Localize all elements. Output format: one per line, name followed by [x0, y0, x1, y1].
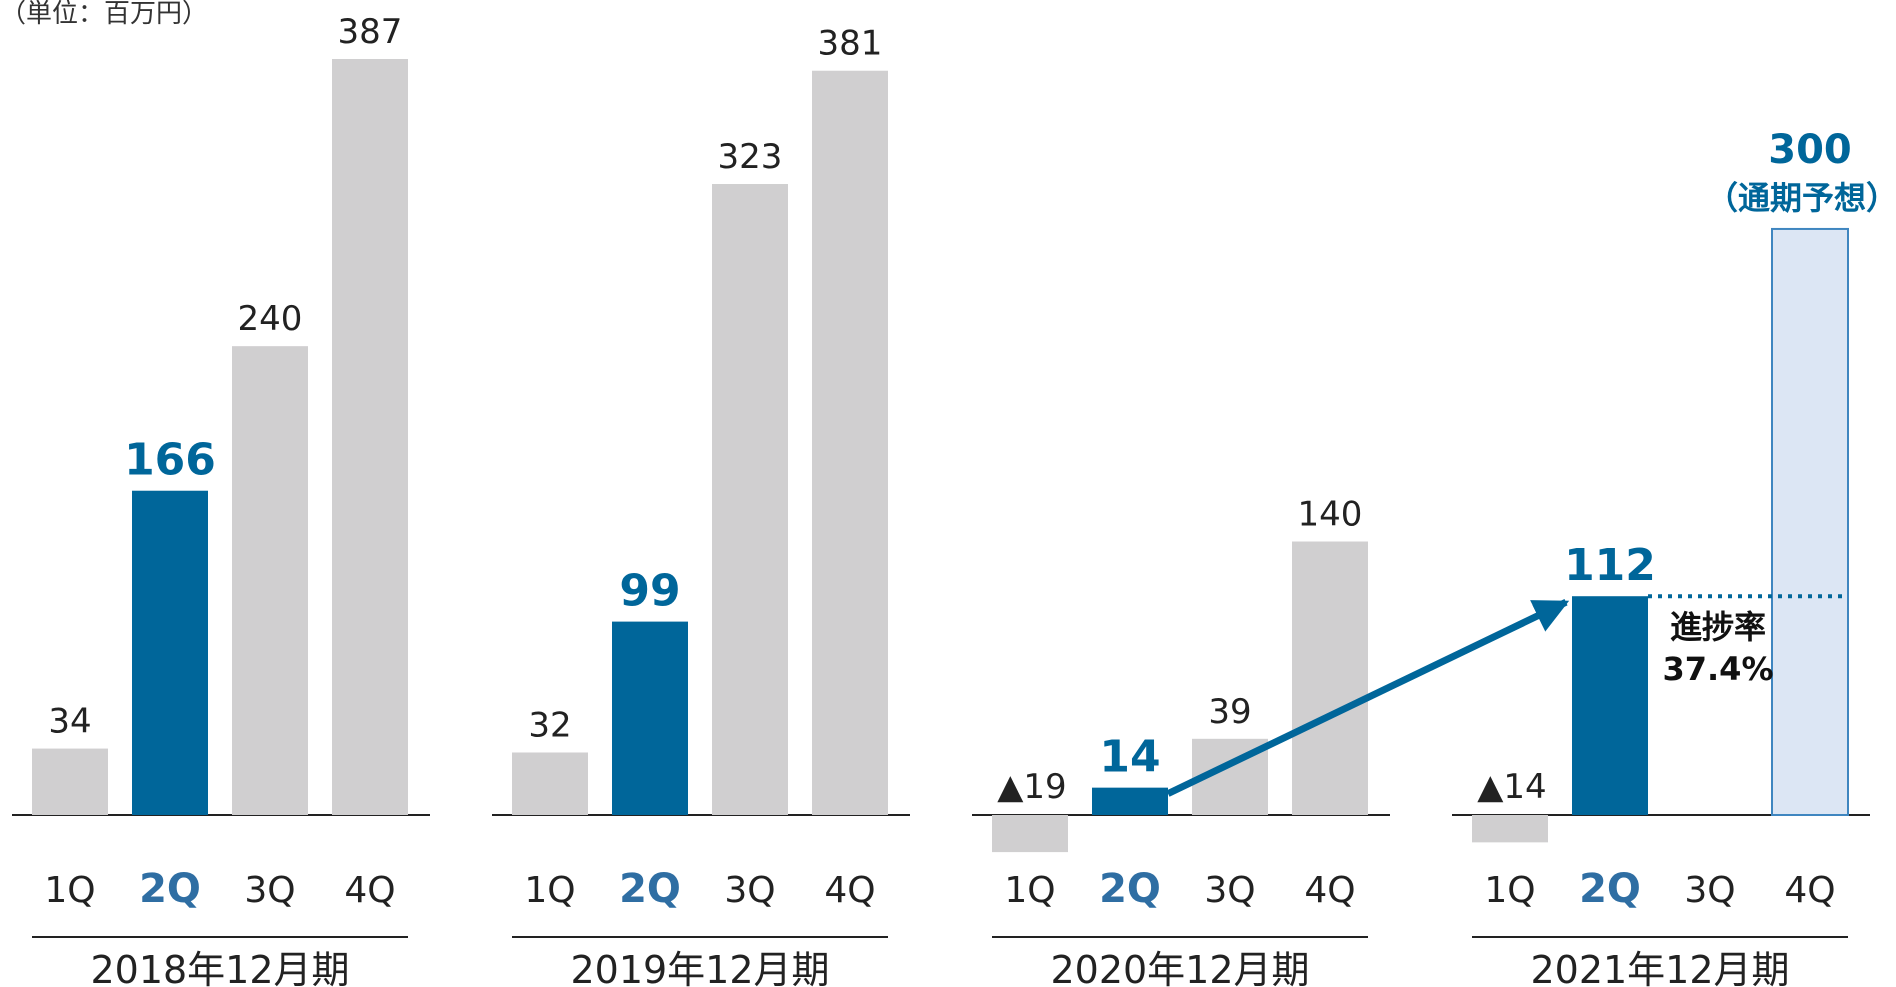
tick-label: 3Q	[244, 870, 295, 911]
bar	[712, 184, 788, 815]
period-label: 2019年12月期	[570, 948, 829, 987]
bar	[1771, 227, 1849, 816]
tick-label: 1Q	[1004, 870, 1055, 911]
data-label: ▲14	[1477, 767, 1546, 807]
bar	[32, 748, 108, 815]
bar	[132, 490, 208, 815]
tick-label: 4Q	[824, 870, 875, 911]
data-label: 112	[1564, 540, 1656, 591]
unit-label: （単位：百万円）	[0, 0, 208, 29]
data-label: 34	[48, 702, 91, 742]
bar	[512, 752, 588, 815]
tick-label: 3Q	[724, 870, 775, 911]
bar	[1472, 815, 1548, 843]
data-label: 323	[718, 137, 783, 177]
data-label: 99	[619, 566, 680, 617]
forecast-note: （通期予想）	[1706, 179, 1896, 217]
period-label: 2020年12月期	[1050, 948, 1309, 987]
tick-label-highlight: 2Q	[1099, 866, 1161, 912]
tick-label: 1Q	[524, 870, 575, 911]
tick-label-highlight: 2Q	[139, 866, 201, 912]
tick-label: 3Q	[1684, 870, 1735, 911]
tick-label-highlight: 2Q	[1579, 866, 1641, 912]
tick-label-highlight: 2Q	[619, 866, 681, 912]
tick-label: 4Q	[344, 870, 395, 911]
tick-label: 4Q	[1784, 870, 1835, 911]
data-label: 166	[124, 435, 216, 486]
data-label: 300	[1768, 127, 1852, 173]
bar	[992, 815, 1068, 853]
tick-label: 4Q	[1304, 870, 1355, 911]
data-label: 240	[238, 299, 303, 339]
bar	[332, 58, 408, 816]
data-label: 39	[1208, 692, 1251, 732]
data-label: 381	[818, 24, 883, 64]
progress-label: 進捗率	[1670, 608, 1766, 646]
progress-value: 37.4%	[1662, 650, 1773, 688]
bar	[232, 346, 308, 815]
period-label: 2021年12月期	[1530, 948, 1789, 987]
data-label: 14	[1099, 732, 1160, 783]
period-label: 2018年12月期	[90, 948, 349, 987]
tick-label: 1Q	[44, 870, 95, 911]
data-label: 32	[528, 705, 571, 745]
bar	[1292, 541, 1368, 815]
tick-label: 1Q	[1484, 870, 1535, 911]
bar	[1092, 787, 1168, 815]
bar	[1572, 596, 1648, 815]
bar	[812, 70, 888, 816]
data-label: 387	[338, 12, 403, 52]
tick-label: 3Q	[1204, 870, 1255, 911]
growth-arrow	[1166, 599, 1570, 797]
data-label: 140	[1298, 495, 1363, 535]
data-label: ▲19	[997, 767, 1066, 807]
bar	[612, 621, 688, 815]
